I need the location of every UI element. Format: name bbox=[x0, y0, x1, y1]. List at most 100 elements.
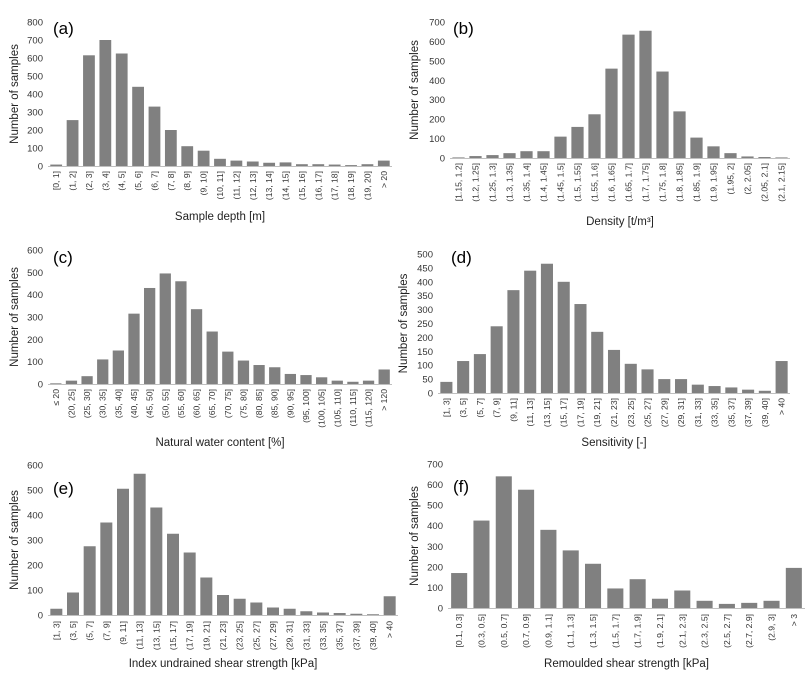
bar bbox=[50, 608, 63, 615]
y-tick-label: 0 bbox=[38, 162, 43, 173]
chart-panel: (a) 0 100 200 300 400 500 600 700 800 [0, 1] (1, 2]… bbox=[9, 18, 392, 223]
bar bbox=[473, 354, 486, 393]
x-axis-title: Natural water content [%] bbox=[155, 437, 284, 449]
x-category-label: (55, 60] bbox=[176, 389, 186, 418]
bar bbox=[457, 361, 470, 393]
x-category-label: (29, 31] bbox=[285, 621, 295, 650]
y-tick-label: 200 bbox=[427, 562, 443, 573]
x-category-label: (1.5, 1.55] bbox=[573, 163, 583, 202]
bar bbox=[708, 386, 721, 393]
bar bbox=[725, 387, 738, 393]
panel-label: (d) bbox=[451, 248, 472, 267]
bar bbox=[150, 507, 163, 615]
x-category-label: (13, 14] bbox=[264, 171, 274, 200]
bar bbox=[206, 331, 218, 384]
x-category-label: > 40 bbox=[777, 398, 787, 415]
x-category-label: (1.3, 1.35] bbox=[505, 163, 515, 202]
bar bbox=[607, 588, 624, 608]
x-category-label: (19, 20] bbox=[362, 171, 372, 200]
bar bbox=[331, 380, 343, 384]
x-category-label: (30, 35] bbox=[98, 389, 108, 418]
bar bbox=[128, 313, 140, 384]
x-category-label: (80, 85] bbox=[254, 389, 264, 418]
x-category-label: (4, 5] bbox=[117, 171, 127, 191]
x-category-label: (9, 11] bbox=[118, 621, 128, 645]
y-tick-label: 300 bbox=[429, 95, 445, 106]
x-category-label: [1, 3] bbox=[441, 398, 451, 417]
x-axis-title: Sample depth [m] bbox=[175, 211, 265, 223]
bar bbox=[557, 281, 570, 393]
panel-label: (a) bbox=[53, 19, 74, 38]
y-tick-label: 700 bbox=[429, 18, 445, 29]
bar bbox=[490, 326, 503, 393]
panel-label: (b) bbox=[453, 19, 474, 38]
bar bbox=[473, 520, 490, 608]
bar bbox=[605, 68, 618, 158]
x-category-label: (7, 9] bbox=[101, 621, 111, 641]
x-category-label: (60, 65] bbox=[192, 389, 202, 418]
x-category-label: (39, 40] bbox=[368, 621, 378, 650]
bar bbox=[83, 55, 95, 166]
bar bbox=[486, 155, 499, 158]
x-category-label: (11, 13] bbox=[525, 398, 535, 427]
x-category-label: (50, 55] bbox=[160, 389, 170, 418]
x-category-label: (25, 27] bbox=[251, 621, 261, 650]
bar bbox=[237, 360, 250, 384]
bar bbox=[537, 151, 550, 158]
y-tick-label: 400 bbox=[27, 290, 43, 301]
y-tick-label: 600 bbox=[427, 480, 443, 491]
x-category-label: (20, 25] bbox=[66, 389, 76, 418]
x-category-label: (16, 17] bbox=[313, 171, 323, 200]
x-category-label: (40, 45] bbox=[129, 389, 139, 418]
bar bbox=[591, 331, 604, 393]
bar bbox=[622, 34, 635, 158]
bar bbox=[775, 157, 788, 158]
bar bbox=[112, 350, 124, 384]
y-axis-title: Number of samples bbox=[398, 273, 410, 373]
bar bbox=[67, 592, 79, 615]
bar bbox=[269, 367, 281, 384]
bar bbox=[132, 86, 144, 166]
x-category-label: (0.9, 1.1] bbox=[543, 614, 553, 648]
bar bbox=[115, 53, 128, 166]
y-axis-title: Number of samples bbox=[9, 267, 21, 367]
x-category-label: (1.85, 1.9] bbox=[692, 163, 702, 202]
bar bbox=[362, 380, 375, 384]
x-category-label: (31, 33] bbox=[693, 398, 703, 427]
bar bbox=[300, 375, 312, 384]
x-category-label: > 20 bbox=[379, 171, 389, 188]
bar bbox=[758, 157, 771, 158]
x-category-label: (2, 2.05] bbox=[743, 163, 753, 195]
x-axis-title: Density [t/m³] bbox=[586, 216, 654, 228]
x-category-label: (1.2, 1.25] bbox=[471, 163, 481, 202]
bar bbox=[50, 383, 62, 384]
bar bbox=[181, 146, 194, 166]
x-category-label: (9, 11] bbox=[508, 398, 518, 422]
panel-label: (c) bbox=[53, 248, 73, 267]
bar bbox=[144, 287, 156, 384]
y-tick-label: 0 bbox=[38, 380, 43, 391]
y-tick-label: 600 bbox=[27, 246, 43, 257]
bar bbox=[674, 590, 691, 608]
bar bbox=[312, 164, 325, 166]
y-tick-label: 500 bbox=[27, 268, 43, 279]
x-category-label: (8, 9] bbox=[182, 171, 192, 191]
bar bbox=[785, 567, 802, 608]
x-category-label: (10, 11] bbox=[215, 171, 225, 200]
x-category-label: (0.5, 0.7] bbox=[499, 614, 509, 648]
bar bbox=[540, 529, 557, 608]
x-category-label: (25, 27] bbox=[643, 398, 653, 427]
y-tick-label: 100 bbox=[417, 361, 433, 372]
x-category-label: ≤ 20 bbox=[51, 389, 61, 406]
y-axis-title: Number of samples bbox=[409, 40, 421, 140]
y-tick-label: 300 bbox=[417, 305, 433, 316]
bar bbox=[300, 611, 313, 615]
x-category-label: (19, 21] bbox=[201, 621, 211, 650]
x-axis-title: Remoulded shear strength [kPa] bbox=[544, 658, 709, 670]
bar bbox=[250, 602, 263, 615]
x-category-label: (5, 6] bbox=[133, 171, 143, 191]
x-category-label: (35, 40] bbox=[113, 389, 123, 418]
bar bbox=[639, 30, 652, 159]
x-category-label: (95, 100] bbox=[301, 389, 311, 423]
bar bbox=[690, 137, 703, 158]
